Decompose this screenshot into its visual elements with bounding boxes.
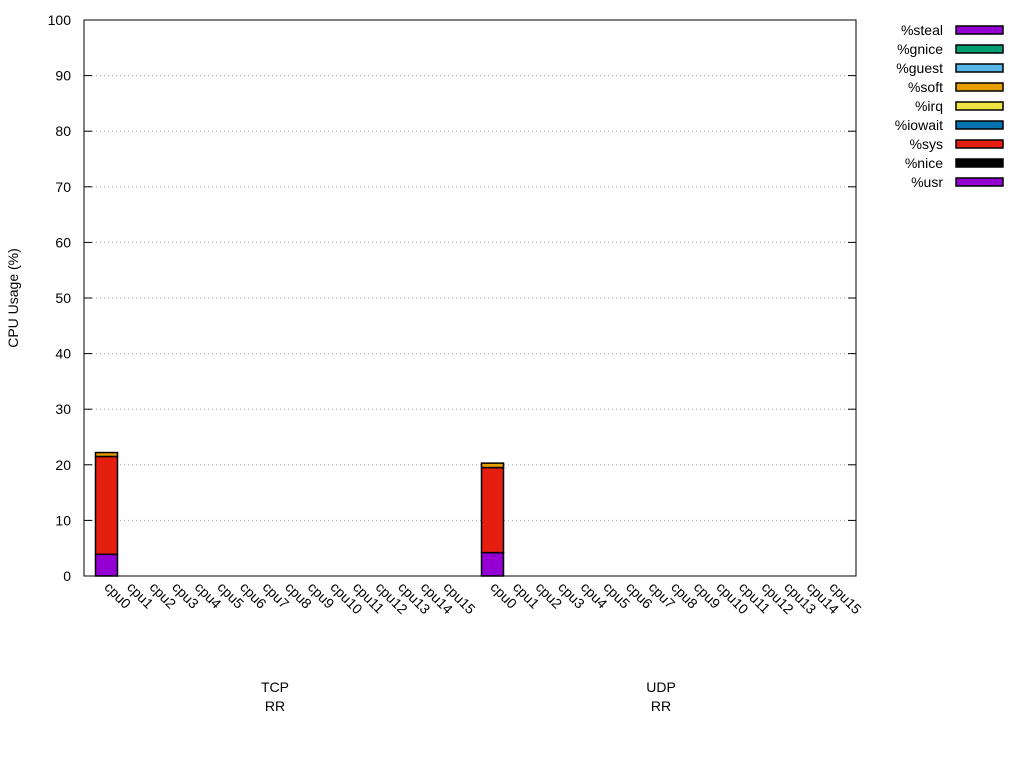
y-tick-label: 40 — [55, 346, 71, 362]
y-tick-label: 70 — [55, 179, 71, 195]
legend-label: %nice — [905, 155, 943, 171]
bar-segment — [480, 466, 505, 554]
legend-label: %irq — [915, 98, 943, 114]
legend-swatch — [955, 25, 1004, 35]
bar-segment — [480, 462, 505, 469]
legend-label: %sys — [910, 136, 943, 152]
group-label: TCP — [261, 679, 289, 695]
bar-segment — [94, 553, 119, 577]
legend-label: %guest — [896, 60, 943, 76]
legend-label: %soft — [908, 79, 943, 95]
y-tick-label: 80 — [55, 123, 71, 139]
legend-swatch — [955, 82, 1004, 92]
legend-swatch — [955, 139, 1004, 149]
legend-label: %steal — [901, 22, 943, 38]
y-tick-label: 20 — [55, 457, 71, 473]
y-tick-label: 50 — [55, 290, 71, 306]
y-tick-label: 90 — [55, 68, 71, 84]
legend-swatch — [955, 177, 1004, 187]
legend-swatch — [955, 44, 1004, 54]
legend-swatch — [955, 120, 1004, 130]
y-tick-label: 0 — [63, 568, 71, 584]
legend-swatch — [955, 63, 1004, 73]
legend-swatch — [955, 101, 1004, 111]
legend-label: %usr — [911, 174, 943, 190]
group-label: UDP — [646, 679, 676, 695]
y-tick-label: 10 — [55, 512, 71, 528]
legend-swatch — [955, 158, 1004, 168]
plot-border — [83, 19, 857, 577]
group-label: RR — [651, 698, 671, 714]
bar-segment — [94, 451, 119, 458]
legend-label: %gnice — [897, 41, 943, 57]
y-tick-label: 60 — [55, 234, 71, 250]
legend-label: %iowait — [895, 117, 943, 133]
y-tick-label: 100 — [48, 12, 72, 28]
bar-segment — [94, 455, 119, 556]
bar-segment — [480, 551, 505, 577]
group-label: RR — [265, 698, 285, 714]
y-tick-label: 30 — [55, 401, 71, 417]
y-axis-label: CPU Usage (%) — [5, 248, 21, 348]
